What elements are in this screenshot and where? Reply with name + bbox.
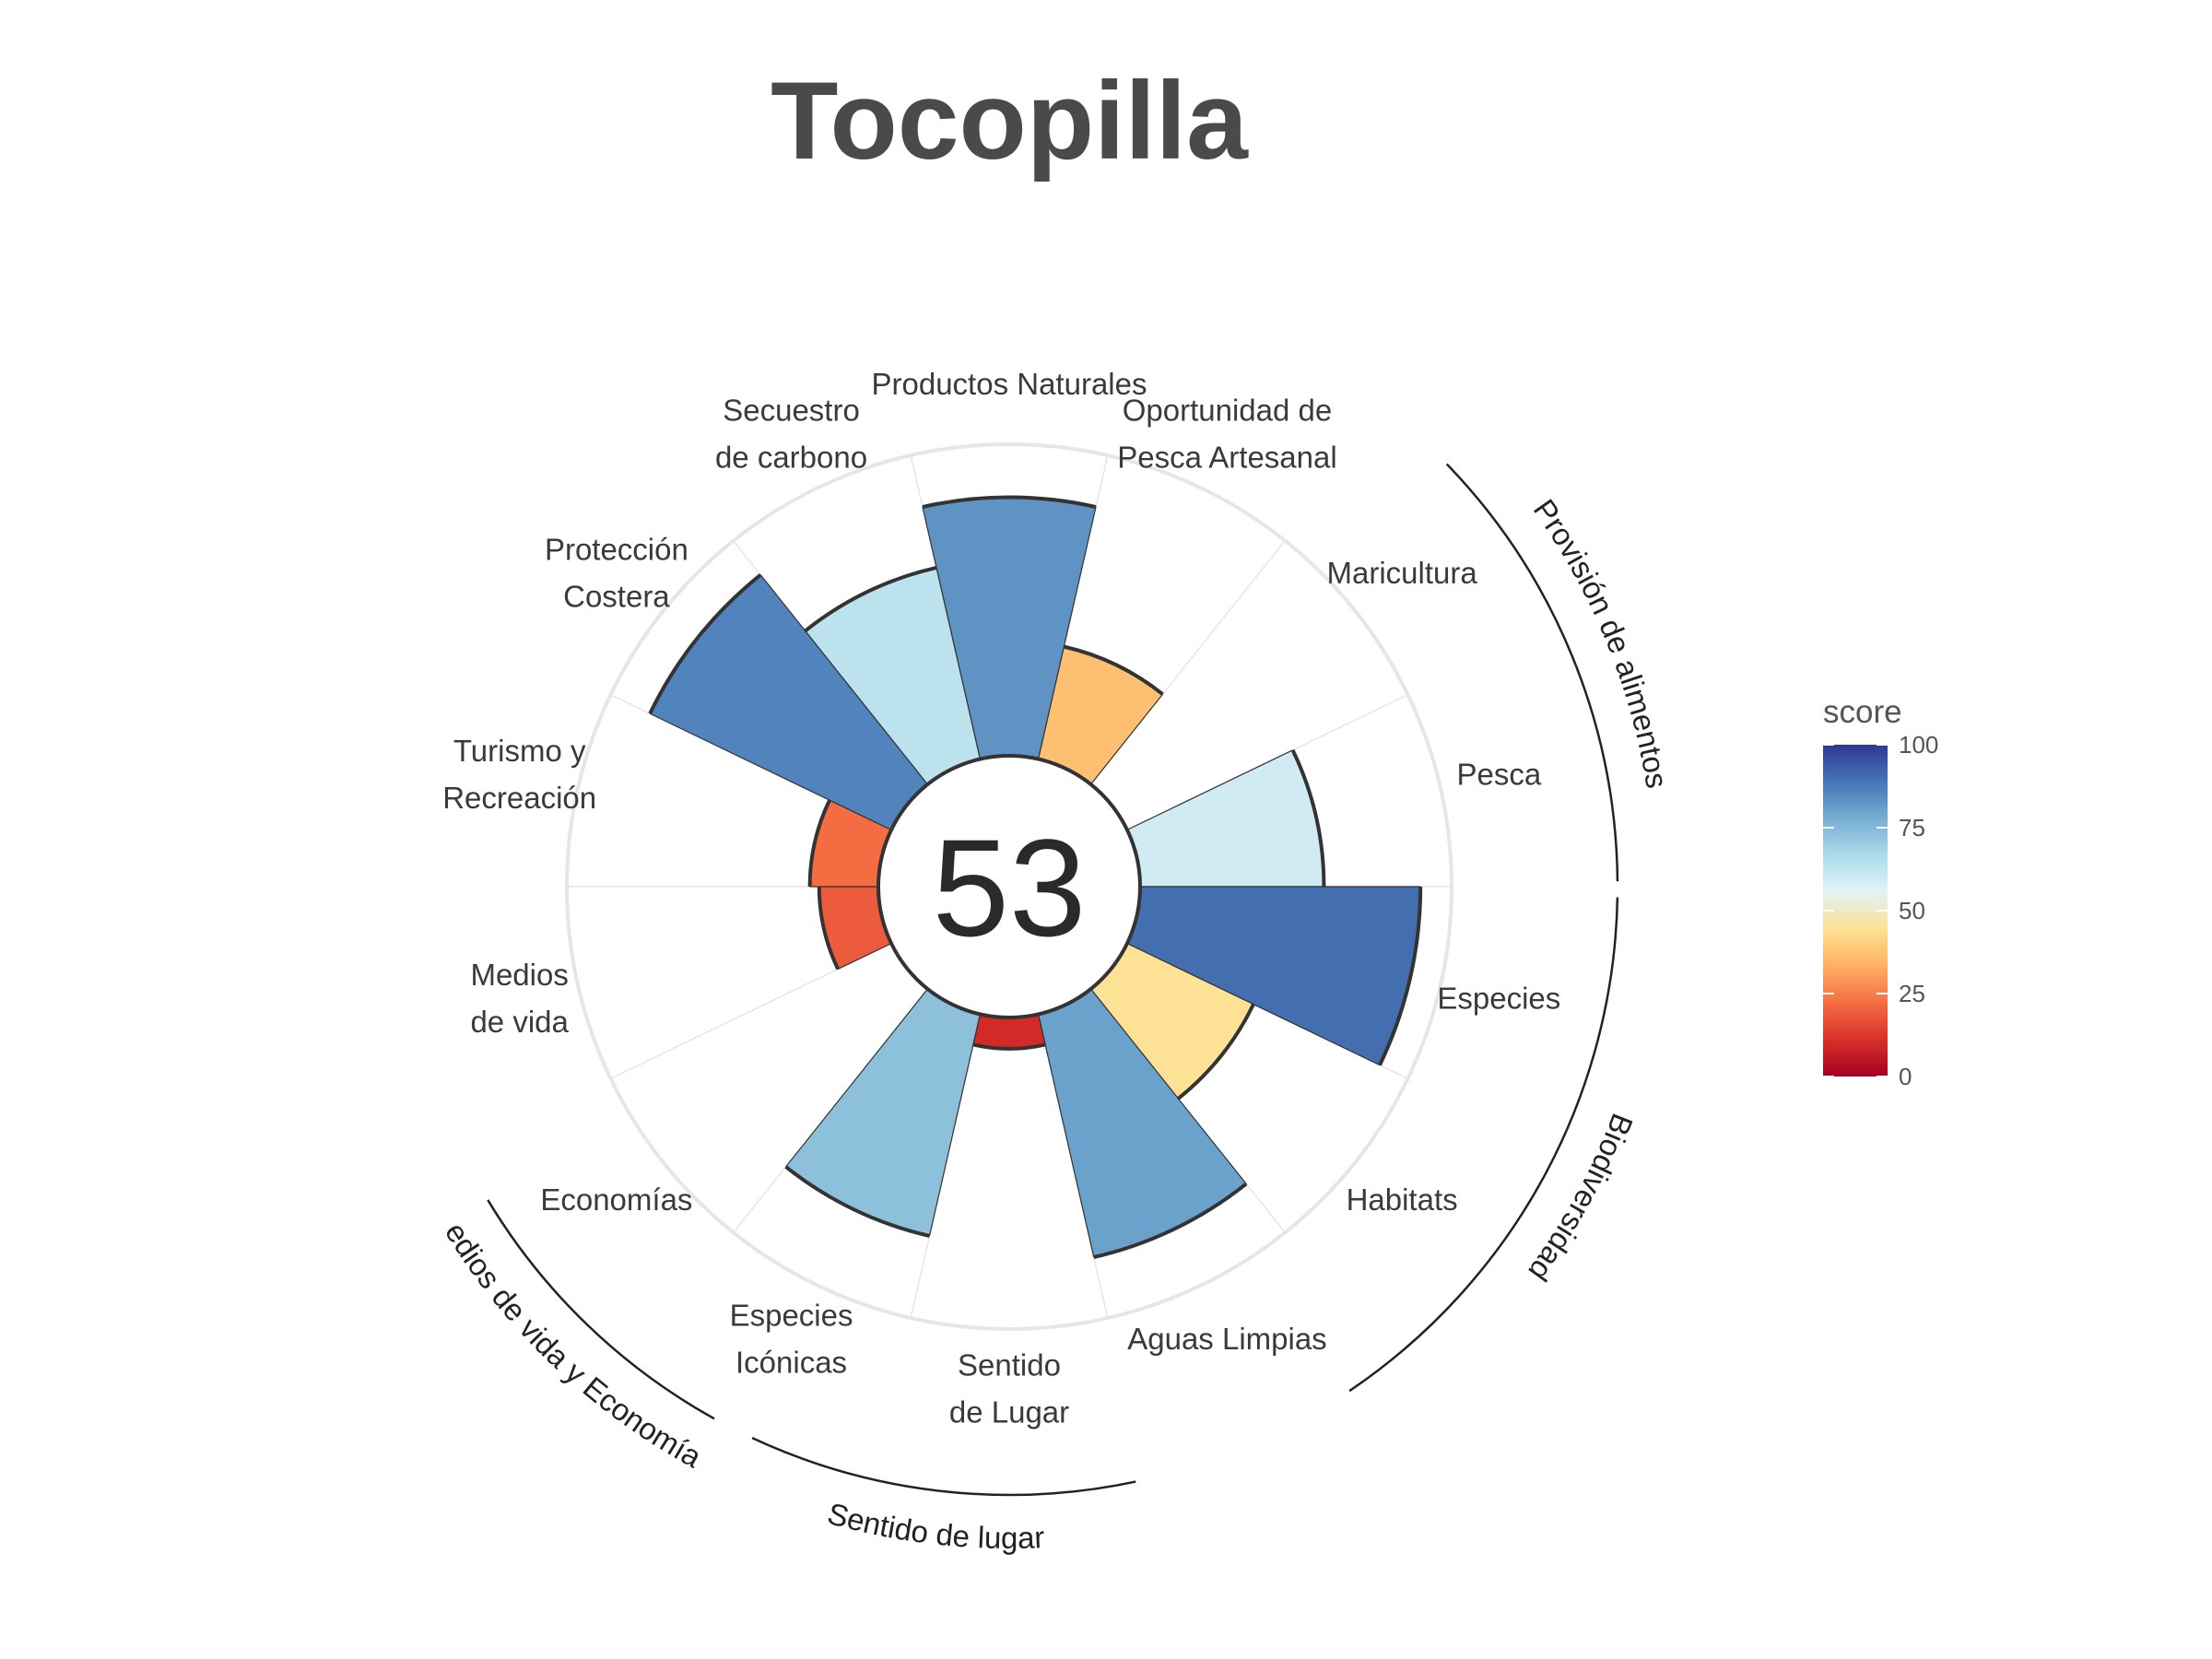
category-label: Especies Icónicas [730, 1299, 853, 1380]
bar-edge [1038, 1014, 1095, 1258]
bar-outer-arc [1290, 748, 1326, 888]
center-disc: 53 [877, 754, 1142, 1019]
category-label: Turismo y Recreación [442, 734, 596, 815]
bar-edge [649, 712, 892, 830]
category-label: Sentido de Lugar [949, 1348, 1069, 1430]
bar-edge [837, 943, 892, 971]
bar-7 [972, 1014, 1046, 1049]
category-label: Habitats [1347, 1182, 1458, 1217]
bar-3 [1126, 749, 1324, 887]
group-arc [487, 1199, 715, 1420]
bar-outer-arc [922, 495, 1097, 510]
bar-edge [935, 567, 981, 759]
bar-outer-arc [807, 799, 831, 888]
bar-outer-arc [1093, 1182, 1248, 1260]
bar-edge [785, 988, 928, 1168]
bar-6 [1038, 989, 1247, 1258]
bar-outer-arc [817, 886, 841, 971]
bar-8 [785, 989, 981, 1236]
bar-outer-arc [1378, 886, 1423, 1066]
bar-13 [805, 567, 981, 784]
category-label: Maricultura [1326, 556, 1477, 590]
category-label: Secuestro de carbono [715, 393, 867, 474]
bar-edge [1090, 988, 1247, 1184]
group-label: Sentido de lugar [824, 1496, 1045, 1555]
bar-edge [1126, 749, 1293, 830]
bar-edge [1126, 943, 1254, 1006]
bar-10 [818, 887, 892, 970]
bar-outer-arc [1177, 1003, 1255, 1100]
legend-tick-label: 0 [1899, 1063, 1912, 1090]
chart-title: Tocopilla [771, 59, 1249, 182]
category-label: Productos Naturales [872, 367, 1147, 401]
legend-tick-label: 100 [1899, 731, 1938, 759]
group-arc [1348, 897, 1619, 1393]
group-label: Biodiversidad [1522, 1109, 1640, 1288]
bar-outer-arc [648, 573, 762, 715]
group-label: Medios de vida y Economías [0, 0, 708, 1475]
category-label: Pesca [1456, 758, 1541, 792]
bar-1 [1038, 646, 1163, 784]
legend-ticks: 0 25 50 75 100 [1823, 731, 1938, 1090]
legend-tick-label: 50 [1899, 897, 1925, 924]
bar-edge [805, 630, 928, 785]
legend-title: score [1823, 694, 1902, 730]
bar-outer-arc [972, 1042, 1046, 1051]
category-label: Especies [1437, 981, 1560, 1015]
bar-11 [809, 800, 892, 887]
bar-12 [650, 574, 928, 830]
legend-tick-label: 75 [1899, 814, 1925, 841]
category-label: Protección Costera [545, 533, 688, 614]
legend-tick-label: 25 [1899, 980, 1925, 1007]
bar-outer-arc [804, 566, 937, 633]
group-arc [1445, 463, 1619, 882]
bar-edge [928, 1014, 981, 1237]
center-circle [877, 754, 1142, 1019]
group-arc [751, 1437, 1136, 1497]
category-label: Economías [540, 1182, 692, 1217]
category-label: Oportunidad de Pesca Artesanal [1117, 393, 1336, 474]
color-legend: score 0 25 50 75 100 [1823, 694, 1938, 1090]
bars [648, 495, 1423, 1260]
bar-edge [1090, 693, 1163, 785]
category-label: Aguas Limpias [1127, 1322, 1326, 1356]
overall-score: 53 [933, 810, 1087, 965]
bar-0 [922, 497, 1097, 759]
bar-4 [1126, 887, 1421, 1065]
category-label: Medios de vida [470, 958, 569, 1039]
bar-edge [1038, 646, 1065, 759]
bar-edge [1038, 1014, 1046, 1045]
bar-outer-arc [1063, 644, 1164, 696]
bar-outer-arc [784, 1165, 930, 1238]
bar-5 [1090, 943, 1253, 1099]
